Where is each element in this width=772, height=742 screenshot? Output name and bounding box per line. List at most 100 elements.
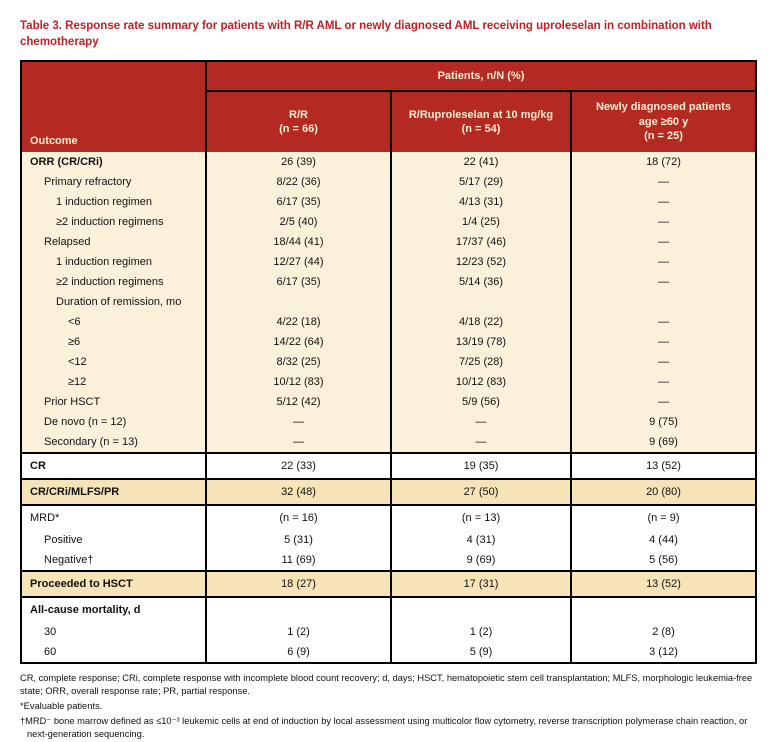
value-cell: 10/12 (83) — [205, 372, 391, 393]
outcome-label: 1 induction regimen — [21, 252, 206, 273]
value-cell: — — [570, 272, 756, 293]
table-row: ORR (CR/CRi) 26 (39) 22 (41) 18 (72) — [21, 152, 756, 173]
value-cell: 18/44 (41) — [205, 232, 391, 253]
value-cell — [205, 292, 391, 313]
value-cell: 18 (27) — [205, 570, 391, 598]
value-cell — [570, 596, 756, 623]
value-cell: 17 (31) — [390, 570, 571, 598]
value-cell: — — [390, 432, 571, 454]
value-cell: 1/4 (25) — [390, 212, 571, 233]
value-cell: 5/14 (36) — [390, 272, 571, 293]
value-cell: 12/23 (52) — [390, 252, 571, 273]
value-cell: — — [570, 232, 756, 253]
outcome-label: All-cause mortality, d — [21, 596, 206, 623]
value-cell: 12/27 (44) — [205, 252, 391, 273]
value-cell: 9 (75) — [570, 412, 756, 433]
table-row: 30 1 (2) 1 (2) 2 (8) — [21, 622, 756, 643]
value-cell: 11 (69) — [205, 550, 391, 572]
table-row: Duration of remission, mo — [21, 292, 756, 313]
table-row: De novo (n = 12) — —9 (75) — [21, 412, 756, 433]
value-cell: 8/32 (25) — [205, 352, 391, 373]
value-cell: 6/17 (35) — [205, 272, 391, 293]
value-cell: 5 (9) — [390, 642, 571, 664]
table-row: Relapsed 18/44 (41) 17/37 (46) — — [21, 232, 756, 253]
value-cell: 4/22 (18) — [205, 312, 391, 333]
value-cell: 26 (39) — [205, 152, 391, 173]
outcome-label: ≥2 induction regimens — [21, 272, 206, 293]
table-row: Secondary (n = 13) — —9 (69) — [21, 432, 756, 454]
value-cell: 7/25 (28) — [390, 352, 571, 373]
outcome-label: De novo (n = 12) — [21, 412, 206, 433]
table-title: Table 3. Response rate summary for patie… — [20, 20, 712, 49]
outcome-label: Duration of remission, mo — [21, 292, 206, 313]
value-cell: 5/12 (42) — [205, 392, 391, 413]
value-cell: 27 (50) — [390, 478, 571, 506]
outcome-label: Relapsed — [21, 232, 206, 253]
patients-spanner-header: Patients, n/N (%) — [206, 61, 756, 93]
value-cell: 19 (35) — [390, 452, 571, 480]
value-cell: 18 (72) — [570, 152, 756, 173]
column-header: R/R (n = 66) — [205, 91, 391, 153]
value-cell — [390, 292, 571, 313]
value-cell: (n = 13) — [390, 504, 571, 531]
outcome-label: <12 — [21, 352, 206, 373]
asterisk-footnote: *Evaluable patients. — [20, 700, 103, 711]
table-row: Positive 5 (31) 4 (31) 4 (44) — [21, 530, 756, 551]
table-row: CR 22 (33) 19 (35) 13 (52) — [21, 452, 756, 480]
value-cell: 4/18 (22) — [390, 312, 571, 333]
outcome-label: Proceeded to HSCT — [21, 570, 206, 598]
table-header: Outcome Patients, n/N (%) R/R (n = 66) R/R… — [21, 61, 756, 153]
outcome-label: CR — [21, 452, 206, 480]
value-cell: — — [570, 352, 756, 373]
outcome-label: Positive — [21, 530, 206, 551]
value-cell: 20 (80) — [570, 478, 756, 506]
value-cell: 5 (56) — [570, 550, 756, 572]
value-cell: — — [570, 212, 756, 233]
group-column-headers: R/R (n = 66) R/Ruproleselan at 10 mg/kg (n … — [21, 91, 756, 153]
column-header: R/Ruproleselan at 10 mg/kg (n = 54) — [390, 91, 571, 153]
outcome-label: ≥6 — [21, 332, 206, 353]
value-cell: 17/37 (46) — [390, 232, 571, 253]
table-row: <6 4/22 (18) 4/18 (22) — — [21, 312, 756, 333]
outcome-label: ORR (CR/CRi) — [21, 152, 206, 173]
value-cell: — — [570, 192, 756, 213]
value-cell: 13 (52) — [570, 452, 756, 480]
table-row: ≥12 10/12 (83) 10/12 (83) — — [21, 372, 756, 393]
outcome-label: CR/CRi/MLFS/PR — [21, 478, 206, 506]
dagger-footnote: †MRD⁻ bone marrow defined as ≤10⁻³ leuke… — [20, 715, 748, 739]
value-cell: 9 (69) — [570, 432, 756, 454]
table-row: MRD* (n = 16) (n = 13) (n = 9) — [21, 504, 756, 531]
table-row: 1 induction regimen 12/27 (44) 12/23 (52) — — [21, 252, 756, 273]
outcome-label: <6 — [21, 312, 206, 333]
value-cell: 22 (33) — [205, 452, 391, 480]
table-row: Proceeded to HSCT 18 (27) 17 (31) 13 (52) — [21, 570, 756, 598]
value-cell: 13/19 (78) — [390, 332, 571, 353]
outcome-label: Negative† — [21, 550, 206, 572]
value-cell: 6/17 (35) — [205, 192, 391, 213]
value-cell: 9 (69) — [390, 550, 571, 572]
value-cell: 3 (12) — [570, 642, 756, 664]
value-cell: — — [570, 312, 756, 333]
value-cell: 10/12 (83) — [390, 372, 571, 393]
outcome-label: Prior HSCT — [21, 392, 206, 413]
value-cell: — — [205, 412, 391, 433]
value-cell: 22 (41) — [390, 152, 571, 173]
abbreviations-footnote: CR, complete response; CRi, complete res… — [20, 673, 753, 697]
value-cell — [205, 596, 391, 623]
outcome-label: 1 induction regimen — [21, 192, 206, 213]
table-body: ORR (CR/CRi) 26 (39) 22 (41) 18 (72) Primary… — [21, 152, 756, 664]
value-cell: — — [570, 392, 756, 413]
value-cell: (n = 16) — [205, 504, 391, 531]
value-cell: — — [570, 252, 756, 273]
value-cell — [570, 292, 756, 313]
table-row: CR/CRi/MLFS/PR 32 (48) 27 (50) 20 (80) — [21, 478, 756, 506]
value-cell: — — [570, 332, 756, 353]
value-cell: 4 (44) — [570, 530, 756, 551]
value-cell: — — [570, 172, 756, 193]
value-cell: 5 (31) — [205, 530, 391, 551]
table-row: ≥6 14/22 (64) 13/19 (78) — — [21, 332, 756, 353]
footnotes: CR, complete response; CRi, complete res… — [20, 672, 755, 740]
outcome-label: 30 — [21, 622, 206, 643]
value-cell: 4/13 (31) — [390, 192, 571, 213]
